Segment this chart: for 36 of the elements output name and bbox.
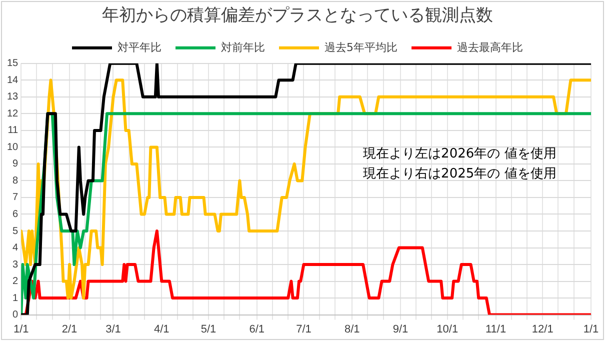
x-tick-label: 12/1 <box>532 323 554 336</box>
y-tick-label: 2 <box>12 276 19 288</box>
annotation: 現在より左は2026年の 値を使用 <box>363 146 556 162</box>
y-tick-label: 3 <box>12 259 19 270</box>
x-tick-label: 6/1 <box>249 323 265 336</box>
y-tick-label: 11 <box>8 125 19 136</box>
x-tick-label: 11/1 <box>485 323 506 336</box>
y-tick-label: 4 <box>12 242 19 254</box>
legend-label: 過去5年平均比 <box>324 40 398 54</box>
x-tick-label: 4/1 <box>154 323 170 336</box>
y-tick-label: 5 <box>12 226 19 237</box>
x-tick-label: 8/1 <box>344 323 360 336</box>
x-tick-label: 5/1 <box>200 323 216 336</box>
y-tick-label: 15 <box>7 58 19 70</box>
x-tick-label: 3/1 <box>106 323 121 336</box>
legend-label: 過去最高年比 <box>457 40 523 54</box>
y-tick-label: 0 <box>12 310 19 321</box>
y-tick-label: 10 <box>7 142 19 153</box>
annotation: 現在より右は2025年の 値を使用 <box>363 166 556 182</box>
x-tick-label: 10/1 <box>436 323 458 336</box>
x-tick-label: 9/1 <box>392 323 408 336</box>
x-tick-label: 1/1 <box>583 323 599 336</box>
chart-title: 年初からの積算偏差がプラスとなっている観測点数 <box>102 6 493 26</box>
y-tick-label: 9 <box>12 158 19 170</box>
y-tick-label: 12 <box>7 108 19 120</box>
legend-label: 対前年比 <box>221 40 265 54</box>
legend-label: 対平年比 <box>118 40 162 54</box>
y-tick-label: 13 <box>7 92 19 103</box>
y-tick-label: 14 <box>7 74 19 86</box>
x-tick-label: 2/1 <box>62 323 78 336</box>
x-tick-label: 1/1 <box>13 323 29 336</box>
y-tick-label: 7 <box>12 192 19 204</box>
x-tick-label: 7/1 <box>296 323 312 336</box>
y-tick-label: 6 <box>12 208 19 220</box>
y-tick-label: 8 <box>12 175 19 186</box>
y-tick-label: 1 <box>12 292 19 304</box>
